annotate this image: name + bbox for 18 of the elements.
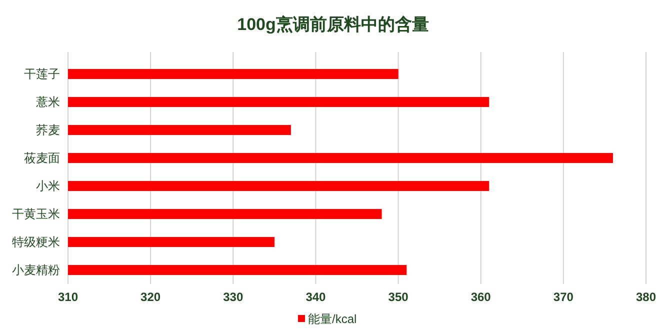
chart-title: 100g烹调前原料中的含量 (237, 15, 429, 34)
x-tick-label: 330 (223, 290, 244, 304)
x-tick-label: 310 (58, 290, 78, 304)
y-tick-label: 干黄玉米 (12, 207, 60, 221)
x-tick-label: 380 (636, 290, 656, 304)
x-tick-label: 370 (553, 290, 574, 304)
x-tick-label: 360 (470, 290, 492, 304)
y-tick-label: 干莲子 (24, 67, 60, 81)
y-tick-label: 特级粳米 (12, 235, 60, 249)
x-tick-label: 350 (388, 290, 409, 304)
x-tick-label: 320 (140, 290, 161, 304)
y-tick-label: 荞麦 (36, 123, 60, 137)
y-tick-label: 莜麦面 (24, 151, 60, 165)
x-tick-label: 340 (306, 290, 326, 304)
y-tick-label: 薏米 (36, 95, 60, 109)
y-tick-label: 小麦精粉 (12, 263, 60, 277)
legend-label: 能量/kcal (308, 312, 357, 326)
y-tick-label: 小米 (36, 179, 60, 193)
